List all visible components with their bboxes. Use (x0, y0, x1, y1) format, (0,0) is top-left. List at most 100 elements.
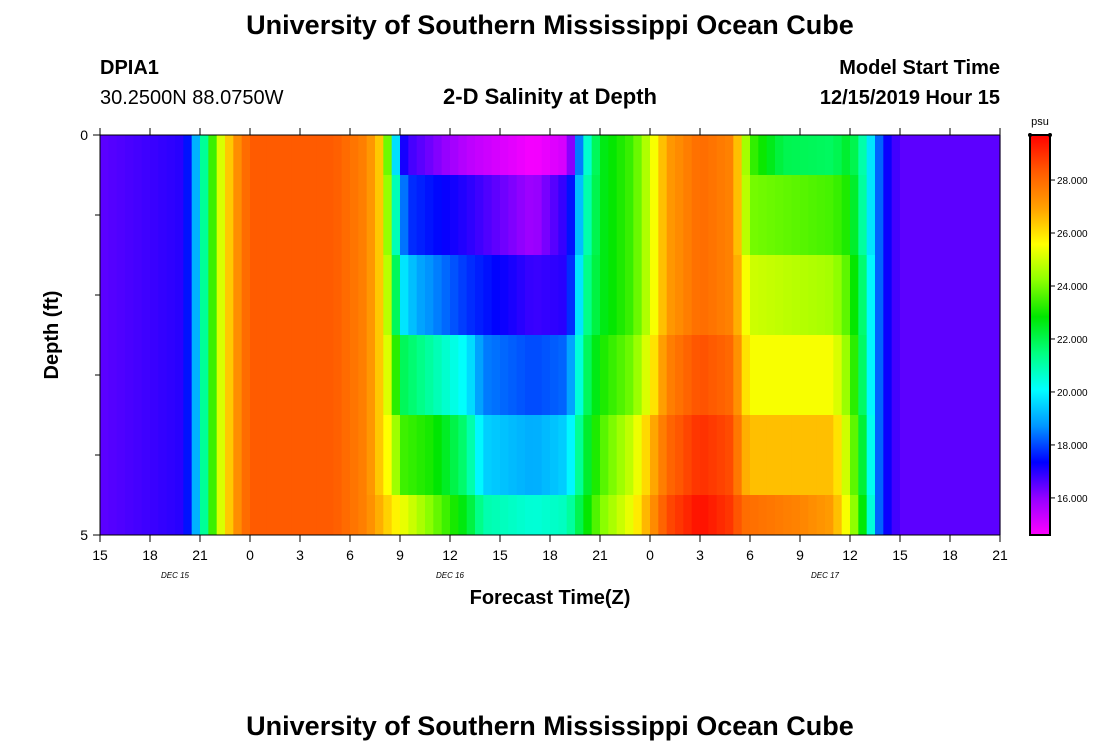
heatmap-cell (266, 495, 276, 535)
heatmap-cell (483, 175, 493, 255)
heatmap-cell (758, 175, 768, 255)
heatmap-cell (375, 255, 384, 335)
colorbar-corner-dot (1048, 133, 1052, 137)
heatmap-cell (975, 135, 984, 175)
heatmap-cell (633, 495, 643, 535)
heatmap-cell (200, 415, 209, 495)
heatmap-cell (225, 415, 234, 495)
heatmap-cell (525, 135, 534, 175)
heatmap-cell (683, 255, 693, 335)
heatmap-cell (300, 175, 309, 255)
heatmap-cell (933, 255, 943, 335)
heatmap-cell (150, 255, 159, 335)
heatmap-cell (691, 415, 701, 495)
heatmap-cell (483, 415, 493, 495)
heatmap-cell (266, 335, 276, 415)
heatmap-cell (758, 495, 768, 535)
heatmap-cell (858, 495, 868, 535)
heatmap-cell (633, 335, 643, 415)
heatmap-cell (158, 415, 168, 495)
heatmap-cell (741, 495, 751, 535)
heatmap-cell (250, 255, 259, 335)
heatmap-cell (333, 175, 343, 255)
heatmap-cell (541, 255, 551, 335)
heatmap-cell (116, 495, 126, 535)
heatmap-cell (416, 335, 426, 415)
x-date-label: DEC 15 (161, 571, 190, 580)
heatmap-cell (516, 175, 526, 255)
heatmap-cell (108, 335, 118, 415)
heatmap-cell (900, 255, 909, 335)
heatmap-cell (966, 135, 976, 175)
heatmap-cell (216, 255, 226, 335)
heatmap-cell (541, 495, 551, 535)
heatmap-cell (866, 335, 876, 415)
heatmap-layer-5 (100, 495, 1001, 535)
heatmap-cell (541, 335, 551, 415)
heatmap-cell (491, 255, 501, 335)
heatmap-cell (500, 255, 509, 335)
heatmap-cell (166, 175, 176, 255)
heatmap-cell (850, 135, 859, 175)
heatmap-cell (358, 135, 368, 175)
heatmap-cell (650, 135, 659, 175)
heatmap-cell (241, 255, 251, 335)
heatmap-cell (691, 175, 701, 255)
heatmap-cell (841, 495, 851, 535)
heatmap-cell (208, 415, 218, 495)
heatmap-cell (683, 175, 693, 255)
heatmap-cell (883, 495, 893, 535)
heatmap-cell (658, 135, 668, 175)
heatmap-cell (325, 255, 334, 335)
heatmap-cell (708, 175, 718, 255)
heatmap-cell (366, 255, 376, 335)
heatmap-cell (350, 255, 359, 335)
heatmap-cell (141, 415, 151, 495)
x-tick-label: 21 (192, 547, 208, 563)
heatmap-cell (383, 335, 393, 415)
heatmap-cell (183, 415, 193, 495)
heatmap-cell (250, 495, 259, 535)
heatmap-cell (375, 135, 384, 175)
heatmap-cell (133, 335, 143, 415)
heatmap-cell (325, 495, 334, 535)
heatmap-cell (516, 255, 526, 335)
heatmap-cell (883, 415, 893, 495)
heatmap-cell (725, 495, 734, 535)
heatmap-cell (441, 495, 451, 535)
heatmap-cell (158, 135, 168, 175)
heatmap-cell (725, 175, 734, 255)
heatmap-cell (116, 135, 126, 175)
heatmap-cell (783, 255, 793, 335)
heatmap-cell (175, 255, 184, 335)
heatmap-cell (458, 175, 468, 255)
station-coordinates: 30.2500N 88.0750W (100, 87, 284, 109)
heatmap-cell (583, 255, 593, 335)
heatmap-cell (391, 495, 401, 535)
heatmap-cell (241, 335, 251, 415)
heatmap-cell (733, 255, 743, 335)
heatmap-cell (750, 135, 759, 175)
heatmap-cell (550, 135, 559, 175)
heatmap-cell (200, 135, 209, 175)
heatmap-cell (900, 335, 909, 415)
heatmap-layer-4 (100, 415, 1001, 495)
heatmap-cell (958, 175, 968, 255)
heatmap-cell (866, 495, 876, 535)
heatmap-cell (625, 415, 634, 495)
heatmap-cell (808, 415, 818, 495)
heatmap-layer-0 (100, 135, 1001, 175)
heatmap-cell (650, 335, 659, 415)
heatmap-cell (991, 175, 1001, 255)
heatmap-cell (616, 175, 626, 255)
heatmap-cell (950, 255, 959, 335)
heatmap-cell (783, 495, 793, 535)
heatmap-cell (608, 255, 618, 335)
heatmap-cell (216, 175, 226, 255)
page-title: University of Southern Mississippi Ocean… (246, 10, 854, 40)
heatmap-cell (100, 415, 109, 495)
chart-title: 2-D Salinity at Depth (443, 84, 657, 109)
heatmap-cell (158, 255, 168, 335)
heatmap-cell (108, 415, 118, 495)
heatmap-cell (641, 135, 651, 175)
